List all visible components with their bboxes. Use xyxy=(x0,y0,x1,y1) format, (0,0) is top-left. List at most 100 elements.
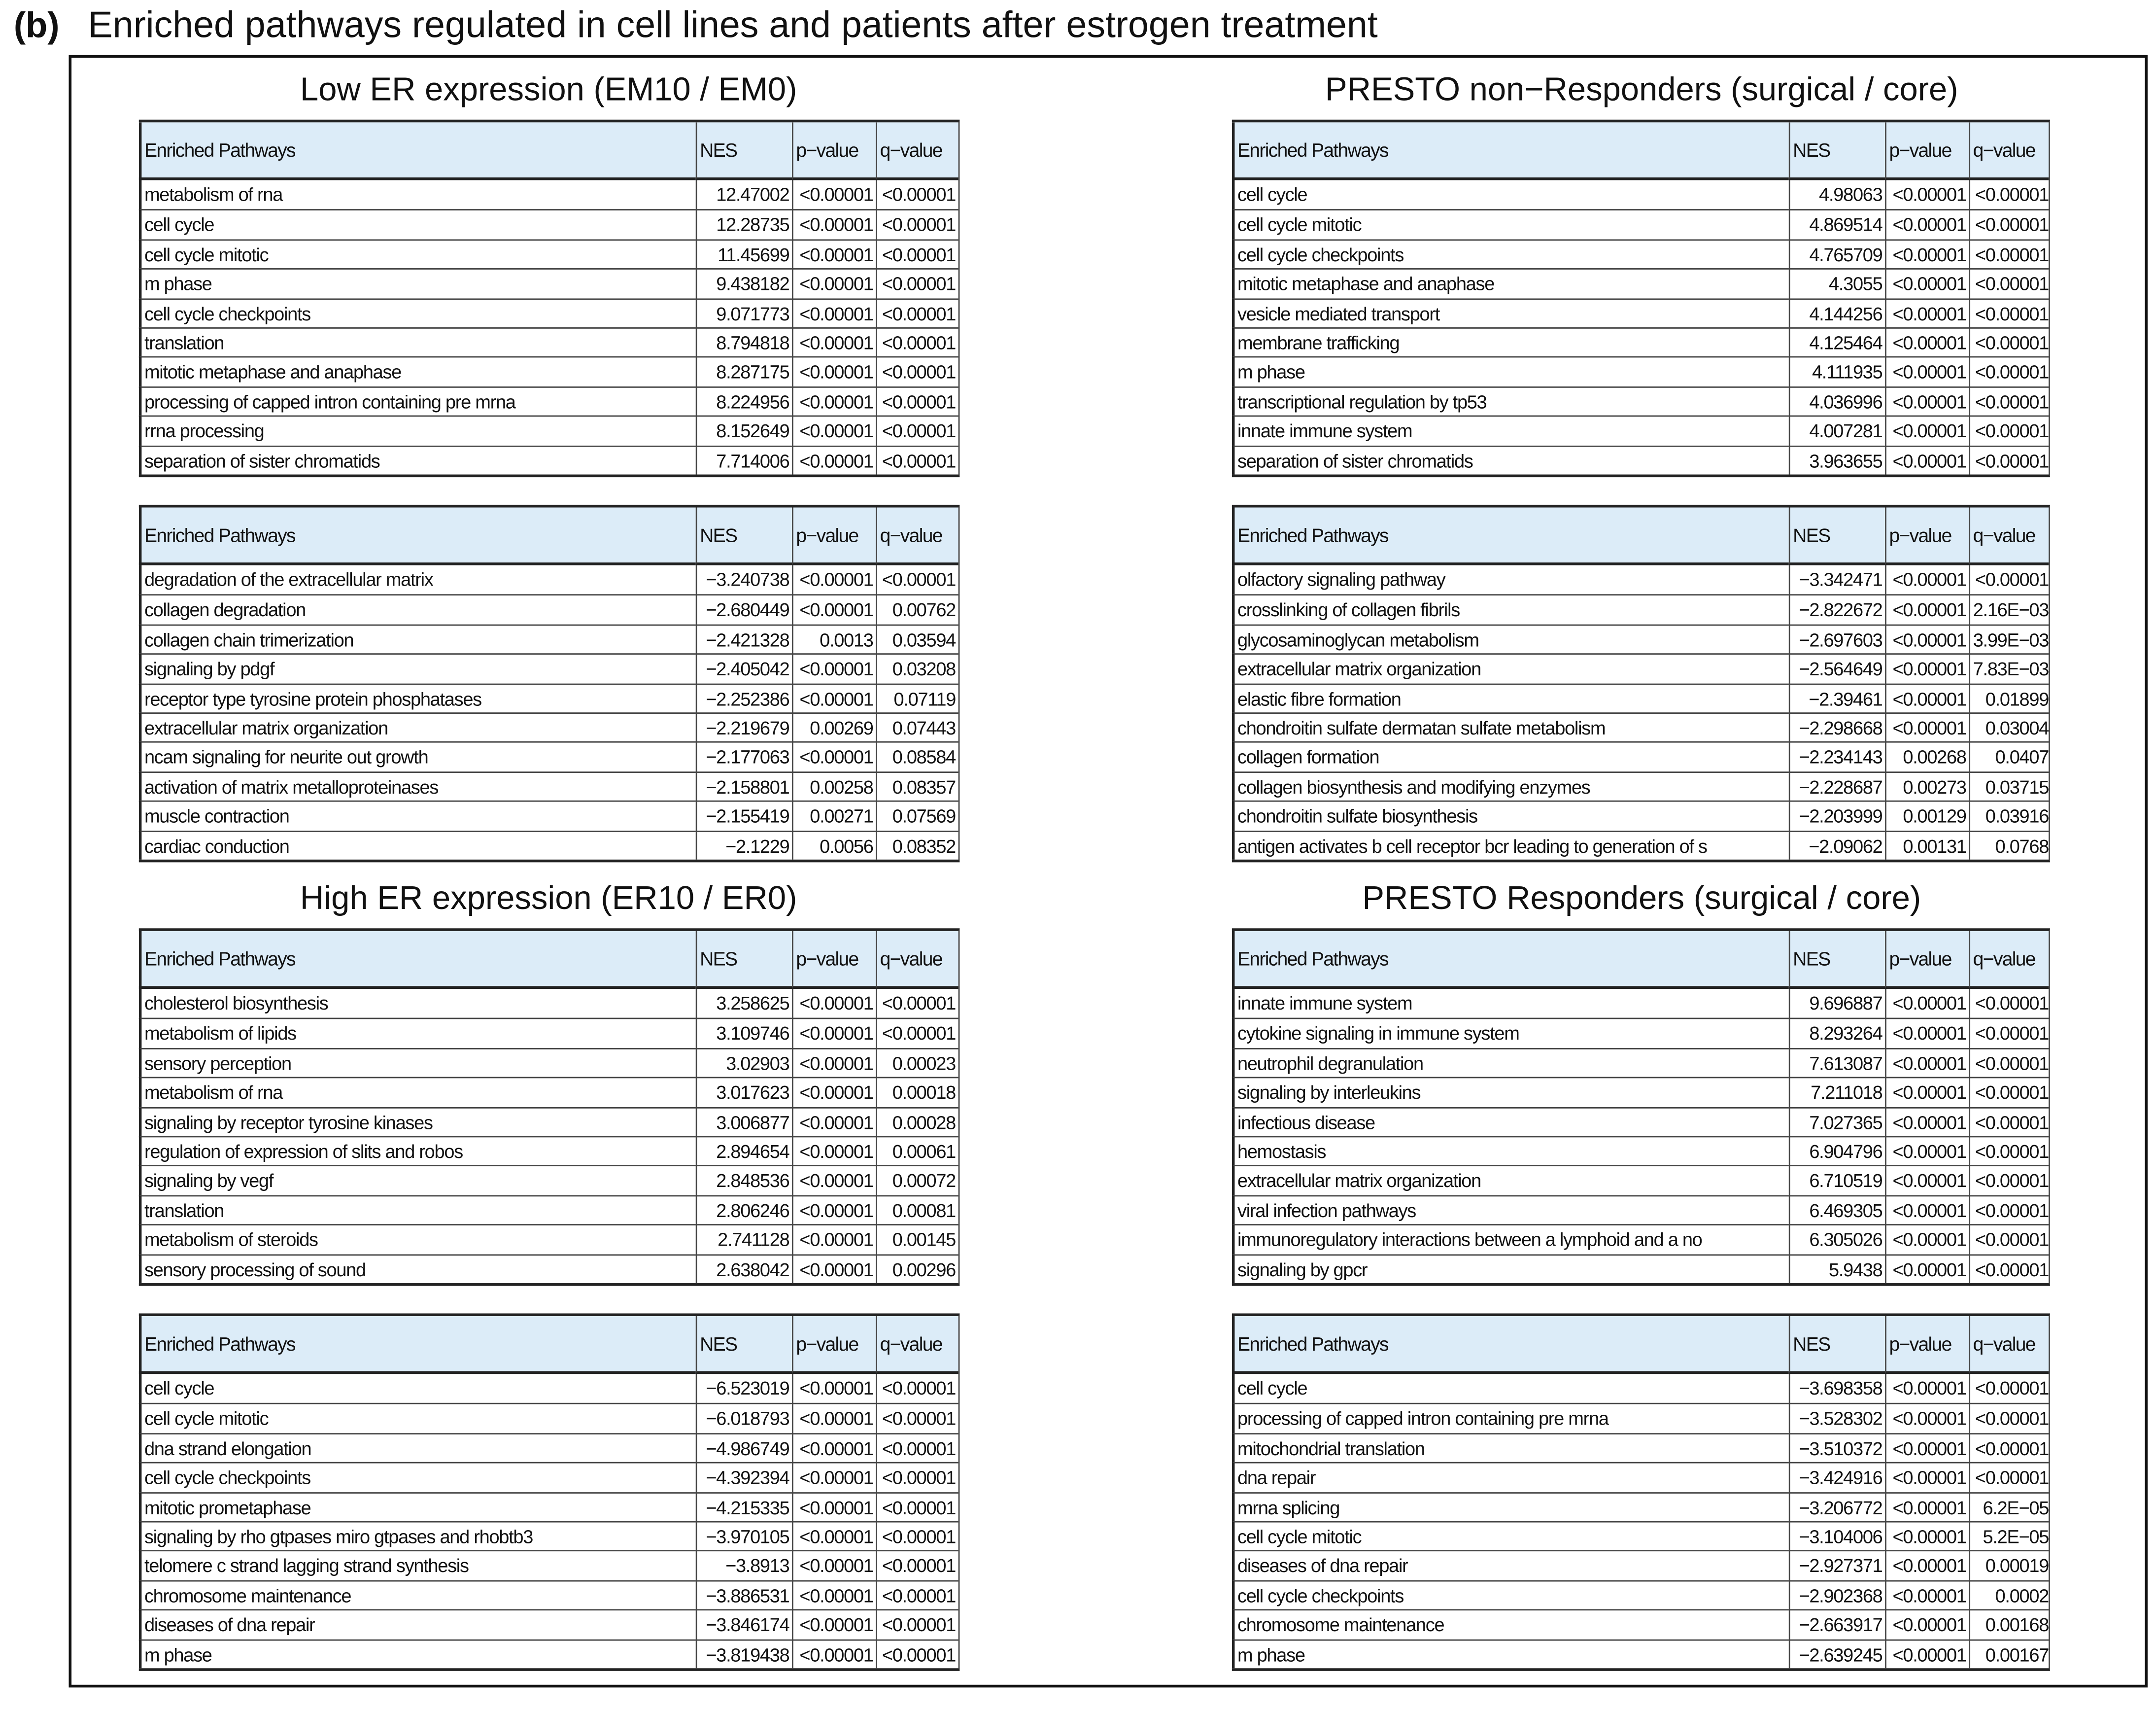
table-cell: antigen activates b cell receptor bcr le… xyxy=(1232,830,1789,860)
table-cell: <0.00001 xyxy=(1969,1254,2049,1284)
table-cell: dna repair xyxy=(1232,1462,1789,1493)
table-cell: <0.00001 xyxy=(1969,180,2049,211)
table-cell: diseases of dna repair xyxy=(138,1609,696,1641)
table-cell: viral infection pathways xyxy=(1232,1194,1789,1226)
table-cell: 0.0407 xyxy=(1969,741,2049,773)
table-cell: −3.424916 xyxy=(1788,1462,1885,1493)
table-cell: 8.293264 xyxy=(1788,1018,1885,1049)
table-cell: <0.00001 xyxy=(1885,298,1969,329)
table-cell: <0.00001 xyxy=(792,594,876,626)
table-cell: 8.224956 xyxy=(695,386,792,417)
table-cell: 0.00081 xyxy=(876,1194,958,1226)
table-cell: 5.9438 xyxy=(1788,1254,1885,1284)
header-cell: q−value xyxy=(1969,122,2049,180)
table-cell: <0.00001 xyxy=(876,327,958,358)
table-cell: −2.902368 xyxy=(1788,1580,1885,1611)
table-cell: −3.970105 xyxy=(695,1521,792,1552)
table-cell: <0.00001 xyxy=(792,327,876,358)
table-cell: <0.00001 xyxy=(1885,989,1969,1020)
table-cell: 6.904796 xyxy=(1788,1136,1885,1167)
header-cell: q−value xyxy=(876,122,958,180)
table-cell: 3.258625 xyxy=(695,989,792,1020)
table-cell: 2.848536 xyxy=(695,1165,792,1196)
table-cell: 6.305026 xyxy=(1788,1224,1885,1256)
table-cell: degradation of the extracellular matrix xyxy=(138,565,696,596)
table-cell: <0.00001 xyxy=(792,1492,876,1523)
table-cell: m phase xyxy=(1232,1639,1789,1669)
table-cell: −2.39461 xyxy=(1788,683,1885,714)
table-cell: <0.00001 xyxy=(792,1254,876,1284)
panel-title: PRESTO non−Responders (surgical / core) xyxy=(1325,71,1958,109)
table-cell: <0.00001 xyxy=(876,1018,958,1049)
table-cell: cell cycle xyxy=(138,210,696,241)
table-cell: 12.28735 xyxy=(695,210,792,241)
header-cell: Enriched Pathways xyxy=(1232,1316,1789,1374)
table-cell: <0.00001 xyxy=(876,1550,958,1581)
table-cell: translation xyxy=(138,1194,696,1226)
table-cell: diseases of dna repair xyxy=(1232,1550,1789,1581)
table-cell: −4.392394 xyxy=(695,1462,792,1493)
table-cell: <0.00001 xyxy=(1885,653,1969,685)
table-cell: <0.00001 xyxy=(876,1403,958,1434)
table-cell: <0.00001 xyxy=(792,1432,876,1464)
table-cell: 0.00167 xyxy=(1969,1639,2049,1669)
table-cell: <0.00001 xyxy=(1969,1224,2049,1256)
table-cell: −2.219679 xyxy=(695,712,792,743)
header-cell: q−value xyxy=(876,1316,958,1374)
table: Enriched Pathways NES p−value q−value olfact… xyxy=(1232,504,2050,863)
table-cell: 3.963655 xyxy=(1788,445,1885,475)
table-cell: signaling by gpcr xyxy=(1232,1254,1789,1284)
table-cell: 0.00061 xyxy=(876,1136,958,1167)
table-cell: 9.071773 xyxy=(695,298,792,329)
table-cell: −2.155419 xyxy=(695,801,792,832)
panel-title: Low ER expression (EM10 / EM0) xyxy=(300,71,797,109)
table-cell: <0.00001 xyxy=(792,1462,876,1493)
table-cell: 0.00168 xyxy=(1969,1609,2049,1641)
table-cell: 3.017623 xyxy=(695,1077,792,1108)
table-cell: −2.697603 xyxy=(1788,624,1885,655)
table-cell: <0.00001 xyxy=(876,239,958,270)
table-cell: −2.1229 xyxy=(695,830,792,860)
table-cell: <0.00001 xyxy=(1969,1136,2049,1167)
table-cell: telomere c strand lagging strand synthes… xyxy=(138,1550,696,1581)
table-cell: −3.698358 xyxy=(1788,1374,1885,1405)
table-cell: <0.00001 xyxy=(1969,327,2049,358)
figure-label: (b) xyxy=(13,4,60,46)
table-cell: <0.00001 xyxy=(1969,239,2049,270)
table: Enriched Pathways NES p−value q−value cell c… xyxy=(1232,119,2050,478)
table-cell: <0.00001 xyxy=(1969,386,2049,417)
table-cell: cytokine signaling in immune system xyxy=(1232,1018,1789,1049)
table-cell: −2.680449 xyxy=(695,594,792,626)
header-cell: NES xyxy=(1788,122,1885,180)
header-cell: NES xyxy=(695,1316,792,1374)
table-cell: sensory processing of sound xyxy=(138,1254,696,1284)
table-cell: <0.00001 xyxy=(876,180,958,211)
table-cell: mitochondrial translation xyxy=(1232,1432,1789,1464)
table-cell: 0.03715 xyxy=(1969,771,2049,803)
table-cell: −3.510372 xyxy=(1788,1432,1885,1464)
header-cell: p−value xyxy=(792,1316,876,1374)
table-cell: 0.00072 xyxy=(876,1165,958,1196)
table-cell: <0.00001 xyxy=(1969,1077,2049,1108)
table: Enriched Pathways NES p−value q−value cell c… xyxy=(138,1313,960,1671)
table-cell: <0.00001 xyxy=(1885,1254,1969,1284)
table-cell: <0.00001 xyxy=(1885,239,1969,270)
table-cell: 4.007281 xyxy=(1788,416,1885,447)
table-cell: 2.638042 xyxy=(695,1254,792,1284)
table-cell: 4.869514 xyxy=(1788,210,1885,241)
table-cell: 0.08352 xyxy=(876,830,958,860)
table-cell: −6.523019 xyxy=(695,1374,792,1405)
table-cell: cholesterol biosynthesis xyxy=(138,989,696,1020)
table-cell: 0.00019 xyxy=(1969,1550,2049,1581)
table-cell: <0.00001 xyxy=(1885,1136,1969,1167)
header-cell: Enriched Pathways xyxy=(138,931,696,989)
table-cell: <0.00001 xyxy=(792,445,876,475)
frame xyxy=(68,55,2148,1688)
table-cell: −2.927371 xyxy=(1788,1550,1885,1581)
table-cell: collagen degradation xyxy=(138,594,696,626)
table-cell: <0.00001 xyxy=(792,1106,876,1138)
table-cell: −3.819438 xyxy=(695,1639,792,1669)
table-cell: −2.298668 xyxy=(1788,712,1885,743)
table: Enriched Pathways NES p−value q−value degrad… xyxy=(138,504,960,863)
table-cell: <0.00001 xyxy=(1885,1106,1969,1138)
